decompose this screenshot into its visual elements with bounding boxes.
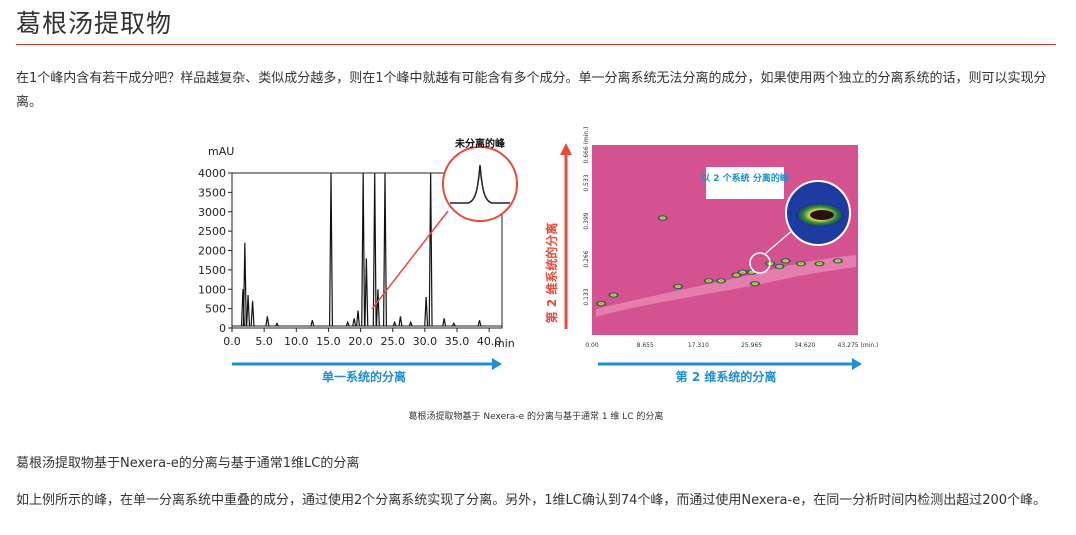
heatmap-annotation: 以 2 个系统 分离的峰	[701, 172, 790, 184]
heatmap-spot	[657, 215, 668, 221]
chart1-ytick-label: 1000	[198, 283, 226, 296]
chart1-ytick-label: 4000	[198, 167, 226, 180]
heatmap-ytick-label: 0.266	[583, 250, 590, 267]
heatmap-xtick-label: 8.655	[637, 342, 654, 349]
chart1-zoom-circle	[442, 146, 518, 222]
heatmap-target-circle	[749, 252, 771, 274]
heatmap-spot	[749, 281, 760, 287]
chart1-peak	[408, 320, 413, 327]
chart1-xlabel: min	[494, 337, 515, 350]
chart1-ytick-label: 500	[205, 303, 226, 316]
chart1-xtick-label: 0.0	[223, 335, 241, 348]
chart1-ytick-label: 3500	[198, 186, 226, 199]
chart1-xtick-label: 35.0	[445, 335, 470, 348]
heatmap-spot	[780, 258, 791, 264]
heatmap-pointer-line	[765, 228, 795, 254]
chart1-peak	[240, 289, 245, 327]
heatmap-spot	[703, 278, 714, 284]
heatmap-xtick-label: 0.00	[585, 342, 599, 349]
chart1-peak	[242, 242, 247, 327]
chart1-zoom-peak	[450, 164, 510, 204]
chart1-peak	[424, 296, 429, 327]
chart1-ytick-label: 2500	[198, 225, 226, 238]
chart1-xtick-label: 30.0	[413, 335, 438, 348]
heatmap-spot	[795, 261, 806, 267]
chart1-peak	[477, 320, 482, 327]
chart1-xtick-label: 15.0	[316, 335, 341, 348]
title-divider	[16, 44, 1056, 45]
chart1-ytick-label: 2000	[198, 245, 226, 258]
heatmap-ytick-label: 0.133	[583, 288, 590, 305]
heatmap-spot	[596, 301, 607, 307]
chart1-peak	[364, 258, 369, 327]
heatmap-spot	[774, 263, 785, 270]
chart1-peak	[383, 172, 387, 327]
chart1-peak	[361, 172, 366, 327]
chart1-bottom-label: 单一系统的分离	[322, 369, 406, 384]
heatmap-spot	[737, 269, 748, 275]
2d-heatmap-chart: 0.00 8.655 17.310 25.965 34.620 43.275 (min.)…	[544, 127, 878, 385]
heatmap-xtick-label: 25.965	[741, 342, 762, 349]
heatmap-xtick-label: 43.275 (min.)	[838, 342, 879, 349]
heatmap-ytick-label: 0.533	[583, 174, 590, 191]
heatmap-y-arrow-head	[560, 143, 572, 155]
chart1-ytick-label: 0	[219, 322, 226, 335]
chart1-peak	[275, 322, 279, 327]
heatmap-spot	[716, 278, 727, 284]
subtitle-paragraph: 葛根汤提取物基于Nexera-e的分离与基于通常1维LC的分离	[16, 456, 360, 471]
chart1-peak	[250, 300, 255, 327]
chromatogram-chart: 0 500 1000 1500 2000 2500 3000 3500 4000 0.0 5.0 10…	[198, 137, 518, 384]
chart1-ytick-label: 3000	[198, 206, 226, 219]
heatmap-zoom-core	[810, 210, 834, 220]
chart1-xtick-label: 5.0	[255, 335, 273, 348]
heatmap-ytick-label: 0.399	[583, 212, 590, 229]
heatmap-annotation-box	[706, 167, 784, 199]
figure-caption: 葛根汤提取物基于 Nexera-e 的分离与基于通常 1 维 LC 的分离	[408, 412, 664, 422]
heatmap-spot	[832, 258, 843, 264]
chart1-peak	[352, 318, 357, 327]
chart1-ytick-label: 1500	[198, 264, 226, 277]
chart1-peak	[356, 310, 360, 327]
chart1-peak	[398, 316, 403, 327]
chart1-ylabel: mAU	[208, 145, 234, 158]
page-title: 葛根汤提取物	[16, 9, 173, 38]
chart1-peak	[428, 172, 433, 327]
chart1-peak	[372, 172, 377, 327]
heatmap-ytick-label: 0.666 (min.)	[583, 127, 590, 164]
chart1-peak	[392, 320, 397, 327]
chart1-annotation: 未分离的峰	[454, 137, 506, 150]
heatmap-spot	[673, 283, 684, 290]
heatmap-xtick-label: 17.310	[688, 342, 709, 349]
chart1-bottom-arrow-head	[492, 358, 502, 370]
chart1-zoom-pointer	[371, 210, 449, 310]
chart1-peak	[375, 289, 380, 327]
heatmap-bottom-label: 第 2 维系统的分离	[676, 369, 777, 384]
chart1-peak	[345, 320, 350, 327]
chart1-peak	[329, 172, 333, 327]
heatmap-spot	[814, 261, 825, 267]
heatmap-xtick-label: 34.620	[794, 342, 815, 349]
chart1-xtick-label: 40.0	[477, 335, 502, 348]
chart1-peak	[246, 295, 251, 327]
chart1-xtick-label: 10.0	[284, 335, 309, 348]
chart1-xtick-label: 25.0	[380, 335, 405, 348]
chart1-peak	[310, 320, 315, 327]
heatmap-spot	[608, 292, 619, 298]
conclusion-paragraph: 如上例所示的峰，在单一分离系统中重叠的成分，通过使用2个分离系统实现了分离。另外…	[16, 493, 1047, 508]
chart1-peak	[451, 322, 456, 327]
chart1-peak	[265, 316, 270, 327]
heatmap-ridge	[596, 255, 856, 317]
chart1-peak	[442, 318, 447, 327]
heatmap-x-arrow-head	[852, 358, 862, 370]
figure: 0 500 1000 1500 2000 2500 3000 3500 4000 0.0 5.0 10…	[196, 127, 878, 423]
heatmap-ylabel: 第 2 维系统的分离	[544, 223, 559, 324]
chart1-xtick-label: 20.0	[348, 335, 373, 348]
intro-paragraph: 在1个峰内含有若干成分吧？样品越复杂、类似成分越多，则在1个峰中就越有可能含有多…	[16, 71, 1047, 110]
